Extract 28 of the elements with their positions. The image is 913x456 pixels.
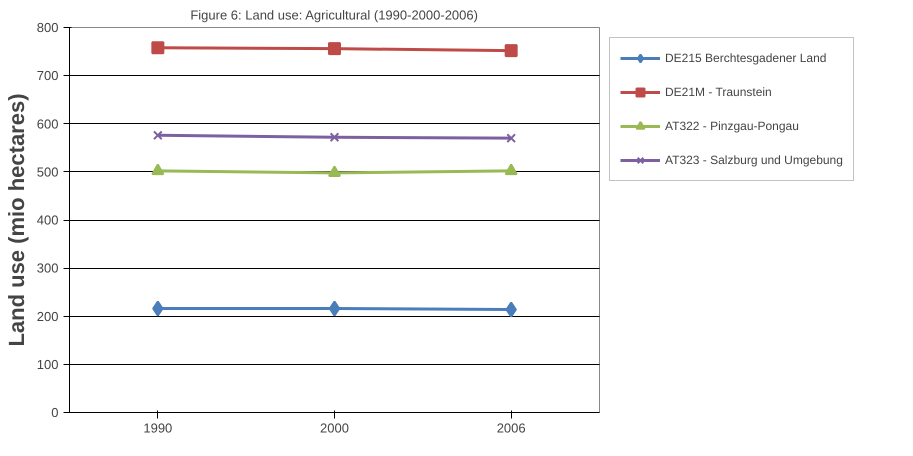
y-axis-title: Land use (mio hectares) — [4, 93, 29, 347]
y-tick-label: 600 — [36, 116, 59, 132]
legend-label: DE215 Berchtesgadener Land — [665, 51, 826, 65]
legend-label: DE21M - Traunstein — [665, 85, 772, 99]
x-tick-label: 2000 — [320, 420, 349, 436]
legend-label: AT323 - Salzburg und Umgebung — [665, 153, 843, 167]
point — [504, 44, 518, 58]
chart-title: Figure 6: Land use: Agricultural (1990-2000-2006) — [190, 8, 478, 22]
point — [151, 164, 164, 176]
point — [506, 133, 516, 144]
point — [328, 165, 341, 178]
y-tick-label: 300 — [36, 260, 59, 276]
x-tick-label: 2006 — [496, 420, 526, 436]
point — [330, 132, 340, 142]
y-tick-label: 200 — [36, 308, 59, 324]
y-tick-label: 500 — [36, 164, 59, 180]
point — [152, 130, 163, 140]
y-tick-label: 800 — [36, 20, 59, 35]
x-tick-label: 1990 — [143, 420, 172, 436]
point — [504, 164, 518, 176]
point — [151, 41, 164, 54]
point — [328, 42, 341, 56]
y-tick-label: 400 — [36, 212, 59, 228]
y-tick-label: 700 — [36, 68, 59, 84]
point — [328, 300, 340, 317]
y-tick-label: 0 — [51, 405, 59, 420]
y-tick-label: 100 — [36, 356, 59, 372]
legend-label: AT322 - Pinzgau-Pongau — [665, 119, 799, 133]
